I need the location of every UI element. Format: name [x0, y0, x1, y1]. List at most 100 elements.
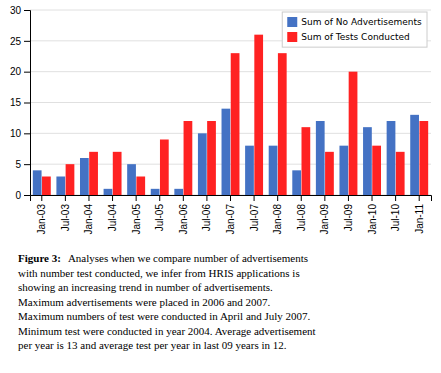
bar: [56, 177, 65, 196]
tick: 0: [15, 190, 30, 201]
tick: Jan-09: [319, 195, 330, 235]
tick: Jan-07: [225, 195, 236, 235]
tick-mark: [419, 195, 420, 201]
tick: Jan-10: [367, 195, 378, 235]
grid: [30, 10, 431, 195]
tick-mark: [301, 195, 302, 201]
bar: [184, 121, 193, 195]
bar: [127, 164, 136, 195]
tick: Jul-10: [390, 195, 401, 231]
caption-text: Maximum advertisements were placed in 20…: [18, 296, 271, 308]
bar: [113, 152, 122, 195]
bar: [136, 177, 145, 196]
tick: Jan-08: [272, 195, 283, 235]
tick-mark: [254, 195, 255, 201]
grid-line: [30, 102, 431, 103]
tick: 30: [10, 5, 30, 16]
bar: [222, 109, 231, 195]
tick-label: Jan-04: [83, 204, 94, 235]
tick-mark: [206, 195, 207, 201]
tick: Jul-08: [296, 195, 307, 231]
tick: Jul-03: [60, 195, 71, 231]
grid-line: [30, 10, 431, 11]
tick-mark: [372, 195, 373, 201]
bar: [363, 127, 372, 195]
caption: Figure 3: Analyses when we compare number…: [18, 252, 316, 351]
bar: [269, 146, 278, 195]
bar: [410, 115, 419, 195]
bar: [301, 127, 310, 195]
tick: 20: [10, 66, 30, 77]
legend-box: [282, 12, 427, 47]
bar: [339, 146, 348, 195]
tick-label: Jan-07: [225, 204, 236, 235]
tick-mark: [348, 195, 349, 201]
tick-mark: [24, 10, 30, 11]
tick: 5: [15, 159, 30, 170]
legend-item: Sum of No Advertisements: [287, 17, 422, 27]
caption-label: Figure 3:: [18, 252, 61, 264]
caption-text: showing an increasing trend in number of…: [18, 281, 273, 293]
bar: [104, 189, 113, 195]
bar: [254, 35, 263, 195]
tick-mark: [136, 195, 137, 201]
tick-mark: [88, 195, 89, 201]
tick: Jan-06: [178, 195, 189, 235]
bar: [292, 170, 301, 195]
tick-label: Jan-03: [36, 204, 47, 235]
legend-label: Sum of No Advertisements: [301, 17, 422, 27]
tick-mark: [395, 195, 396, 201]
tick-label: Jul-09: [343, 204, 354, 232]
bar: [66, 164, 75, 195]
legend-label: Sum of Tests Conducted: [301, 32, 410, 42]
tick-mark: [24, 103, 30, 104]
tick-mark: [24, 164, 30, 165]
tick: Jan-11: [414, 195, 425, 234]
caption-text: Maximum numbers of test were conducted i…: [18, 310, 311, 322]
bar: [325, 152, 334, 195]
tick-mark: [41, 195, 42, 201]
tick: Jan-05: [131, 195, 142, 235]
bar: [278, 53, 287, 195]
tick-label: Jul-03: [60, 204, 71, 232]
bar: [42, 177, 51, 196]
bar: [207, 121, 216, 195]
grid-line: [30, 71, 431, 72]
tick-label: Jan-05: [131, 204, 142, 235]
tick-mark: [24, 41, 30, 42]
bar: [419, 121, 428, 195]
bar: [33, 170, 42, 195]
tick: Jul-04: [107, 195, 118, 231]
tick-mark: [230, 195, 231, 201]
tick: Jul-05: [154, 195, 165, 231]
bar: [198, 133, 207, 195]
legend-swatch: [287, 32, 297, 42]
bar: [349, 72, 358, 195]
tick: 10: [10, 128, 30, 139]
tick-label: 10: [10, 128, 22, 139]
tick-mark: [112, 195, 113, 201]
tick-label: Jul-10: [390, 204, 401, 232]
legend: Sum of No Advertisements Sum of Tests Con…: [282, 12, 427, 47]
caption-text: per year is 13 and average test per year…: [18, 339, 287, 351]
caption-text: Minimum test were conducted in year 2004…: [18, 325, 316, 337]
bar: [89, 152, 98, 195]
tick: Jul-09: [343, 195, 354, 231]
tick-mark: [24, 133, 30, 134]
bar: [231, 53, 240, 195]
caption-text: Analyses when we compare number of adver…: [68, 252, 308, 264]
tick: Jan-03: [36, 195, 47, 235]
tick-mark: [24, 72, 30, 73]
tick-mark: [277, 195, 278, 201]
tick-label: Jul-04: [107, 204, 118, 232]
tick-mark: [24, 195, 30, 196]
tick-label: 5: [15, 159, 21, 170]
plot: 051015202530Jan-03Jul-03Jan-04Jul-04Jan-…: [10, 5, 432, 235]
legend-swatch: [287, 17, 297, 27]
tick-label: Jan-10: [367, 204, 378, 235]
tick-label: 0: [15, 190, 21, 201]
tick-label: Jan-09: [319, 204, 330, 235]
bars: [33, 35, 428, 195]
bar: [174, 189, 183, 195]
bar: [80, 158, 89, 195]
